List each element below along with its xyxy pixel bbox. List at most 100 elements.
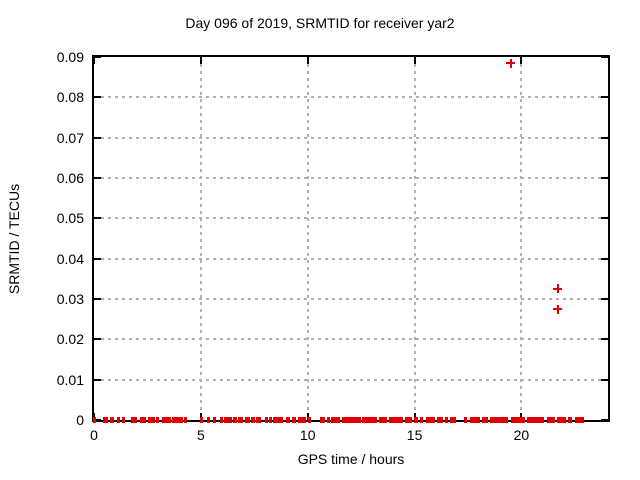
- y-tick-mark: [94, 177, 101, 179]
- x-tick-label: 20: [513, 427, 530, 443]
- y-tick-mark: [601, 419, 608, 421]
- data-point-marker: [553, 304, 563, 314]
- baseline-marker-segment: [449, 417, 456, 423]
- baseline-marker-segment: [557, 417, 566, 423]
- x-tick-mark: [199, 413, 202, 420]
- baseline-marker-segment: [156, 417, 160, 423]
- data-point-marker: [553, 284, 563, 294]
- data-point-marker: [506, 58, 516, 68]
- baseline-marker-segment: [510, 417, 526, 423]
- y-tick-mark: [94, 338, 101, 341]
- y-tick-label: 0.05: [56, 210, 84, 227]
- x-tick-mark: [306, 57, 309, 64]
- baseline-marker-segment: [213, 417, 217, 423]
- y-tick-label: 0.09: [56, 49, 84, 65]
- baseline-marker-segment: [444, 417, 449, 423]
- baseline-marker-segment: [224, 417, 232, 423]
- y-tick-mark: [94, 298, 101, 300]
- x-tick-mark: [306, 413, 309, 420]
- baseline-marker-segment: [131, 417, 137, 423]
- baseline-marker-segment: [413, 417, 419, 423]
- y-axis-label: SRMTID / TECUs: [6, 183, 22, 295]
- baseline-marker-segment: [93, 417, 97, 423]
- y-tick-mark: [94, 257, 101, 260]
- gridline-horizontal: [94, 338, 608, 341]
- y-tick-mark: [601, 378, 608, 381]
- baseline-marker-segment: [575, 417, 584, 423]
- x-tick-mark: [413, 57, 416, 64]
- y-tick-label: 0.07: [56, 129, 84, 146]
- baseline-marker-segment: [162, 417, 171, 423]
- gridline-vertical: [520, 57, 523, 420]
- x-tick-label: 5: [196, 427, 205, 443]
- baseline-marker-segment: [184, 417, 188, 423]
- baseline-marker-segment: [308, 417, 312, 423]
- y-tick-mark: [601, 298, 608, 300]
- baseline-marker-segment: [109, 417, 115, 423]
- x-tick-label: 10: [299, 427, 316, 443]
- y-tick-label: 0.04: [56, 250, 84, 267]
- baseline-marker-segment: [331, 417, 341, 423]
- baseline-marker-segment: [256, 417, 262, 423]
- baseline-marker-segment: [232, 417, 237, 423]
- y-tick-mark: [601, 136, 608, 139]
- baseline-marker-segment: [320, 417, 326, 423]
- baseline-marker-segment: [245, 417, 251, 423]
- y-tick-mark: [601, 56, 608, 58]
- baseline-marker-segment: [199, 417, 203, 423]
- y-tick-label: 0.01: [56, 371, 84, 388]
- baseline-marker-segment: [269, 417, 273, 423]
- y-tick-mark: [94, 217, 101, 220]
- gridline-horizontal: [94, 217, 608, 220]
- y-tick-mark: [94, 96, 101, 99]
- baseline-marker-segment: [326, 417, 330, 423]
- y-tick-mark: [94, 419, 101, 421]
- baseline-marker-segment: [251, 417, 255, 423]
- baseline-marker-segment: [489, 417, 509, 423]
- gridline-horizontal: [94, 136, 608, 139]
- chart-title: Day 096 of 2019, SRMTID for receiver yar…: [185, 15, 455, 31]
- y-tick-mark: [601, 257, 608, 260]
- baseline-marker-segment: [341, 417, 361, 423]
- y-tick-label: 0: [76, 412, 84, 428]
- baseline-marker-segment: [265, 417, 269, 423]
- baseline-marker-segment: [102, 417, 108, 423]
- x-tick-mark: [413, 413, 416, 420]
- baseline-marker-segment: [437, 417, 443, 423]
- baseline-marker-segment: [526, 417, 545, 423]
- gridline-horizontal: [94, 378, 608, 381]
- x-axis-label: GPS time / hours: [297, 451, 405, 467]
- gridline-vertical: [199, 57, 202, 420]
- baseline-marker-segment: [220, 417, 224, 423]
- baseline-marker-segment: [206, 417, 210, 423]
- x-tick-mark: [520, 57, 523, 64]
- y-tick-mark: [94, 378, 101, 381]
- baseline-marker-segment: [297, 417, 306, 423]
- y-tick-mark: [601, 217, 608, 220]
- gridline-horizontal: [94, 257, 608, 260]
- baseline-marker-segment: [567, 417, 573, 423]
- gridline-vertical: [306, 57, 309, 420]
- baseline-marker-segment: [272, 417, 284, 423]
- baseline-marker-segment: [171, 417, 184, 423]
- baseline-marker-segment: [546, 417, 556, 423]
- x-tick-mark: [93, 57, 95, 64]
- baseline-marker-segment: [405, 417, 412, 423]
- baseline-marker-segment: [237, 417, 244, 423]
- y-tick-mark: [601, 177, 608, 179]
- baseline-marker-segment: [425, 417, 435, 423]
- baseline-marker-segment: [379, 417, 388, 423]
- y-tick-mark: [601, 338, 608, 341]
- gridline-vertical: [413, 57, 416, 420]
- baseline-marker-segment: [116, 417, 120, 423]
- gridline-horizontal: [94, 96, 608, 99]
- y-tick-mark: [94, 136, 101, 139]
- baseline-marker-segment: [122, 417, 126, 423]
- baseline-marker-segment: [139, 417, 146, 423]
- baseline-marker-segment: [469, 417, 480, 423]
- baseline-marker-segment: [291, 417, 296, 423]
- baseline-marker-segment: [389, 417, 403, 423]
- y-tick-label: 0.06: [56, 170, 84, 186]
- x-tick-mark: [93, 413, 95, 420]
